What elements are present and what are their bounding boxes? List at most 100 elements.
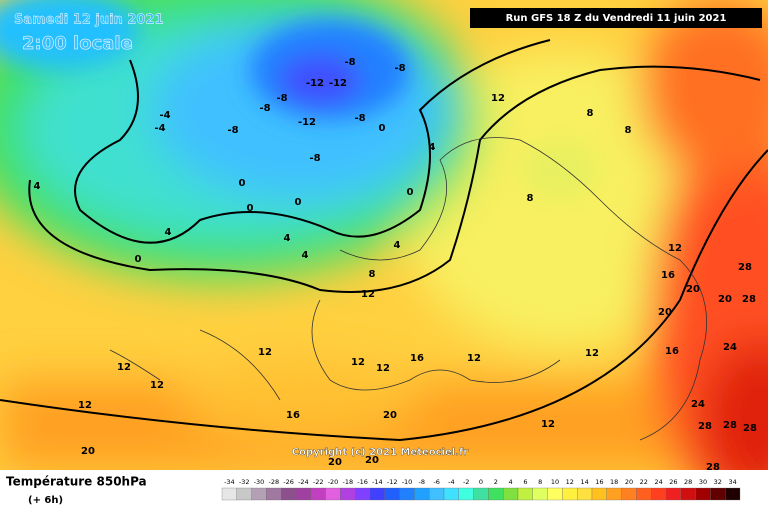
contour-label: 28 xyxy=(738,262,752,273)
contour-label: 20 xyxy=(81,446,95,457)
scale-label: 8 xyxy=(538,478,542,486)
scale-label: 24 xyxy=(654,478,662,486)
coastlines xyxy=(109,137,708,441)
scale-swatch xyxy=(266,487,282,501)
contours xyxy=(0,39,768,442)
contour-label: 4 xyxy=(34,181,41,192)
scale-swatch xyxy=(695,487,711,501)
scale-swatch xyxy=(606,487,622,501)
scale-swatch xyxy=(251,487,267,501)
contour-label: 12 xyxy=(361,289,375,300)
contour-label: -8 xyxy=(309,153,320,164)
footer-title: Température 850hPa xyxy=(6,475,147,489)
scale-swatch xyxy=(577,487,593,501)
scale-label: 6 xyxy=(523,478,527,486)
scale-label: 16 xyxy=(595,478,603,486)
scale-label: -8 xyxy=(419,478,425,486)
contour-label: 0 xyxy=(379,123,386,134)
copyright: Copyright (c) 2021 Meteociel.fr xyxy=(292,447,469,458)
contour-label: -8 xyxy=(276,93,287,104)
scale-swatch xyxy=(562,487,578,501)
scale-label: -32 xyxy=(239,478,250,486)
contour-label: 0 xyxy=(295,197,302,208)
contour-label: 28 xyxy=(706,462,720,473)
scale-label: 28 xyxy=(684,478,692,486)
scale-label: 26 xyxy=(669,478,677,486)
scale-label: -20 xyxy=(328,478,339,486)
contour-label: 20 xyxy=(718,294,732,305)
contour-label: 28 xyxy=(743,423,757,434)
scale-label: -34 xyxy=(224,478,235,486)
contour-label: 4 xyxy=(165,227,172,238)
contour-label: -8 xyxy=(394,63,405,74)
scale-label: 12 xyxy=(566,478,574,486)
contour-label: 4 xyxy=(394,240,401,251)
scale-swatch xyxy=(281,487,297,501)
scale-swatch xyxy=(651,487,667,501)
contour-label: 4 xyxy=(302,250,309,261)
contour-label: 28 xyxy=(742,294,756,305)
scale-label: -14 xyxy=(372,478,383,486)
time: 2:00 locale xyxy=(22,33,133,54)
scale-swatch xyxy=(591,487,607,501)
scale-swatch xyxy=(680,487,696,501)
contour-label: 12 xyxy=(78,400,92,411)
scale-swatch xyxy=(399,487,415,501)
contour-label: 16 xyxy=(661,270,675,281)
scale-label: 20 xyxy=(625,478,633,486)
contour-label: 28 xyxy=(698,421,712,432)
contour-label: -8 xyxy=(259,103,270,114)
scale-swatch xyxy=(710,487,726,501)
scale-swatch xyxy=(473,487,489,501)
contour-label: 0 xyxy=(135,254,142,265)
scale-label: -2 xyxy=(463,478,469,486)
scale-swatch xyxy=(488,487,504,501)
scale-label: -30 xyxy=(254,478,265,486)
contour-label: 12 xyxy=(351,357,365,368)
contour-label: -4 xyxy=(154,123,165,134)
scale-swatch xyxy=(429,487,445,501)
contour-label: -8 xyxy=(227,125,238,136)
scale-swatch xyxy=(532,487,548,501)
contour-label: 20 xyxy=(658,307,672,318)
contour-label: -12 xyxy=(298,117,316,128)
contour-label: 24 xyxy=(691,399,705,410)
scale-label: -28 xyxy=(268,478,279,486)
scale-label: 10 xyxy=(551,478,559,486)
contour-label: 0 xyxy=(247,203,254,214)
contour-label: 12 xyxy=(117,362,131,373)
scale-swatch xyxy=(355,487,371,501)
scale-swatch xyxy=(221,487,237,501)
contour-label: 8 xyxy=(625,125,632,136)
scale-label: 2 xyxy=(494,478,498,486)
scale-label: -6 xyxy=(433,478,439,486)
contour-label: 4 xyxy=(429,142,436,153)
scale-label: -10 xyxy=(402,478,413,486)
footer-step: (+ 6h) xyxy=(28,495,63,506)
scale-swatch xyxy=(636,487,652,501)
run-box xyxy=(470,8,762,28)
run-info: Run GFS 18 Z du Vendredi 11 juin 2021 xyxy=(506,13,727,24)
contour-label: 12 xyxy=(491,93,505,104)
contour-label: -8 xyxy=(344,57,355,68)
contour-label: 12 xyxy=(150,380,164,391)
scale-swatch xyxy=(236,487,252,501)
scale-swatch xyxy=(340,487,356,501)
contour-label: 20 xyxy=(383,410,397,421)
contour-label: 20 xyxy=(365,455,379,466)
scale-label: -16 xyxy=(357,478,368,486)
scale-swatch xyxy=(458,487,474,501)
contour-label: 12 xyxy=(258,347,272,358)
contour-label: 4 xyxy=(284,233,291,244)
contour-label: 12 xyxy=(541,419,555,430)
scale-label: 30 xyxy=(699,478,707,486)
contour-label: 8 xyxy=(587,108,594,119)
scale-swatch xyxy=(384,487,400,501)
contour-label: 16 xyxy=(410,353,424,364)
contour-label: 12 xyxy=(668,243,682,254)
scale-label: -4 xyxy=(448,478,454,486)
scale-label: 34 xyxy=(728,478,736,486)
scale-swatch xyxy=(503,487,519,501)
